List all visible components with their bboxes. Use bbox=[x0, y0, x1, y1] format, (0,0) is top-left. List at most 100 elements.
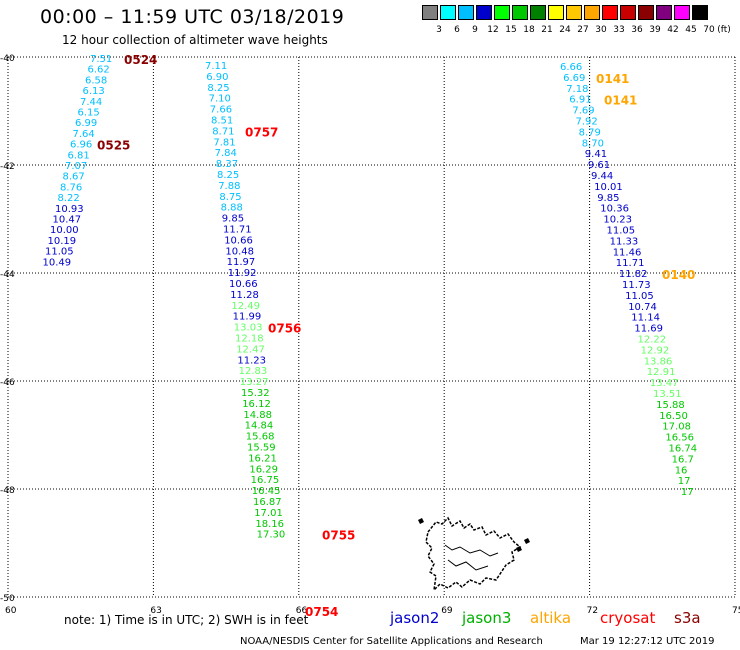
wave-height-value: 10.19 bbox=[48, 236, 77, 247]
scale-label: 24 bbox=[559, 25, 571, 35]
wave-height-value: 8.88 bbox=[221, 203, 243, 214]
wave-height-value: 13.47 bbox=[650, 378, 679, 389]
altimeter-track-2: 7.116.908.257.107.668.518.717.817.848.37… bbox=[205, 61, 355, 619]
wave-height-value: 15.32 bbox=[241, 388, 270, 399]
wave-height-value: 11.69 bbox=[634, 324, 663, 335]
wave-height-value: 6.15 bbox=[78, 108, 100, 119]
wave-height-value: 8.67 bbox=[63, 172, 85, 183]
pass-time-label: 0757 bbox=[245, 125, 278, 139]
legend-jason2: jason2 bbox=[390, 609, 440, 627]
wave-height-value: 13.51 bbox=[653, 389, 682, 400]
wave-height-value: 16.50 bbox=[659, 411, 688, 422]
wave-height-value: 17.30 bbox=[257, 530, 286, 541]
wave-height-value: 11.46 bbox=[613, 247, 642, 258]
wave-height-value: 16.87 bbox=[253, 497, 282, 508]
wave-height-value: 11.82 bbox=[619, 269, 648, 280]
scale-swatch bbox=[440, 5, 456, 20]
wave-height-value: 11.33 bbox=[610, 236, 639, 247]
wave-height-value: 7.10 bbox=[209, 94, 231, 105]
scale-swatch bbox=[512, 5, 528, 20]
wave-height-value: 8.25 bbox=[217, 170, 239, 181]
wave-height-value: 12.91 bbox=[647, 367, 676, 378]
lon-label: 63 bbox=[150, 606, 161, 616]
wave-height-value: 11.92 bbox=[228, 268, 257, 279]
map-grid bbox=[7, 56, 736, 598]
wave-height-value: 6.99 bbox=[75, 118, 97, 129]
altimeter-tracks: 7.516.626.586.137.446.156.997.646.966.81… bbox=[43, 53, 698, 619]
scale-swatch bbox=[692, 5, 708, 20]
pass-time-label: 0756 bbox=[268, 322, 301, 336]
wave-height-value: 8.71 bbox=[212, 126, 234, 137]
pass-time-label: 0140 bbox=[662, 268, 695, 282]
scale-swatch bbox=[566, 5, 582, 20]
lat-label: -50 bbox=[0, 594, 15, 604]
axis-labels: -40 -42 -44 -46 -48 -50 60 63 66 69 72 75 bbox=[0, 54, 740, 616]
wave-height-value: 6.66 bbox=[560, 62, 582, 73]
legend-cryosat: cryosat bbox=[600, 609, 656, 627]
wave-height-value: 16.75 bbox=[251, 475, 280, 486]
wave-height-value: 8.79 bbox=[579, 127, 601, 138]
scale-swatch bbox=[530, 5, 546, 20]
wave-height-value: 12.49 bbox=[231, 301, 260, 312]
scale-label: 21 bbox=[541, 25, 553, 35]
wave-height-value: 17 bbox=[678, 476, 691, 487]
wave-height-value: 7.11 bbox=[205, 61, 227, 72]
wave-height-value: 13.86 bbox=[644, 356, 673, 367]
scale-label: 36 bbox=[631, 25, 643, 35]
wave-height-value: 16.7 bbox=[672, 454, 694, 465]
lon-label: 66 bbox=[296, 606, 308, 616]
scale-swatch bbox=[620, 5, 636, 20]
wave-height-value: 9.85 bbox=[222, 214, 244, 225]
island-outline bbox=[418, 516, 530, 593]
wave-height-value: 16.29 bbox=[249, 464, 278, 475]
scale-swatch bbox=[656, 5, 672, 20]
wave-height-value: 17.01 bbox=[254, 508, 283, 519]
pass-time-label: 0141 bbox=[596, 72, 629, 86]
wave-height-value: 10.47 bbox=[53, 215, 82, 226]
wave-height-value: 12.92 bbox=[641, 345, 670, 356]
scale-label: 39 bbox=[649, 25, 661, 35]
wave-height-value: 9.41 bbox=[585, 149, 607, 160]
scale-label: 33 bbox=[613, 25, 625, 35]
altimeter-track-3: 6.666.697.186.917.697.928.798.709.419.61… bbox=[560, 62, 697, 498]
wave-height-value: 16 bbox=[675, 465, 688, 476]
lat-label: -46 bbox=[0, 378, 15, 388]
lat-label: -40 bbox=[0, 54, 15, 64]
wave-height-value: 7.66 bbox=[210, 105, 232, 116]
wave-height-value: 13.03 bbox=[234, 323, 263, 334]
wave-height-value: 10.93 bbox=[55, 204, 84, 215]
scale-label: 6 bbox=[454, 25, 460, 35]
wave-height-value: 10.66 bbox=[224, 235, 253, 246]
wave-height-value: 11.73 bbox=[622, 280, 651, 291]
wave-height-value: 6.58 bbox=[85, 75, 107, 86]
scale-swatch bbox=[674, 5, 690, 20]
wave-height-value: 8.25 bbox=[207, 83, 229, 94]
wave-height-value: 6.81 bbox=[68, 150, 90, 161]
scale-label: 42 bbox=[667, 25, 679, 35]
legend-altika: altika bbox=[530, 609, 572, 627]
scale-swatch bbox=[638, 5, 654, 20]
wave-height-value: 6.69 bbox=[563, 73, 585, 84]
wave-height-value: 17.08 bbox=[662, 422, 691, 433]
wave-height-value: 12.47 bbox=[236, 344, 265, 355]
altimeter-track-1: 7.516.626.586.137.446.156.997.646.966.81… bbox=[43, 53, 158, 268]
wave-height-value: 7.07 bbox=[65, 161, 87, 172]
legend-jason3: jason3 bbox=[462, 609, 512, 627]
wave-height-value: 11.71 bbox=[223, 225, 252, 236]
wave-height-value: 10.01 bbox=[594, 182, 623, 193]
wave-height-value: 12.18 bbox=[235, 334, 264, 345]
wave-height-value: 8.51 bbox=[211, 116, 233, 127]
wave-height-value: 9.44 bbox=[591, 171, 613, 182]
wave-height-value: 7.44 bbox=[80, 97, 102, 108]
wave-height-value: 6.90 bbox=[206, 72, 228, 83]
wave-height-value: 16.21 bbox=[248, 453, 277, 464]
wave-height-value: 6.91 bbox=[569, 95, 591, 106]
scale-label: 9 bbox=[472, 25, 478, 35]
wave-height-value: 11.71 bbox=[616, 258, 645, 269]
wave-height-value: 12.83 bbox=[239, 366, 268, 377]
wave-height-value: 16.45 bbox=[252, 486, 281, 497]
scale-swatch bbox=[494, 5, 510, 20]
wave-height-value: 7.88 bbox=[218, 181, 240, 192]
wave-height-value: 14.88 bbox=[243, 410, 272, 421]
